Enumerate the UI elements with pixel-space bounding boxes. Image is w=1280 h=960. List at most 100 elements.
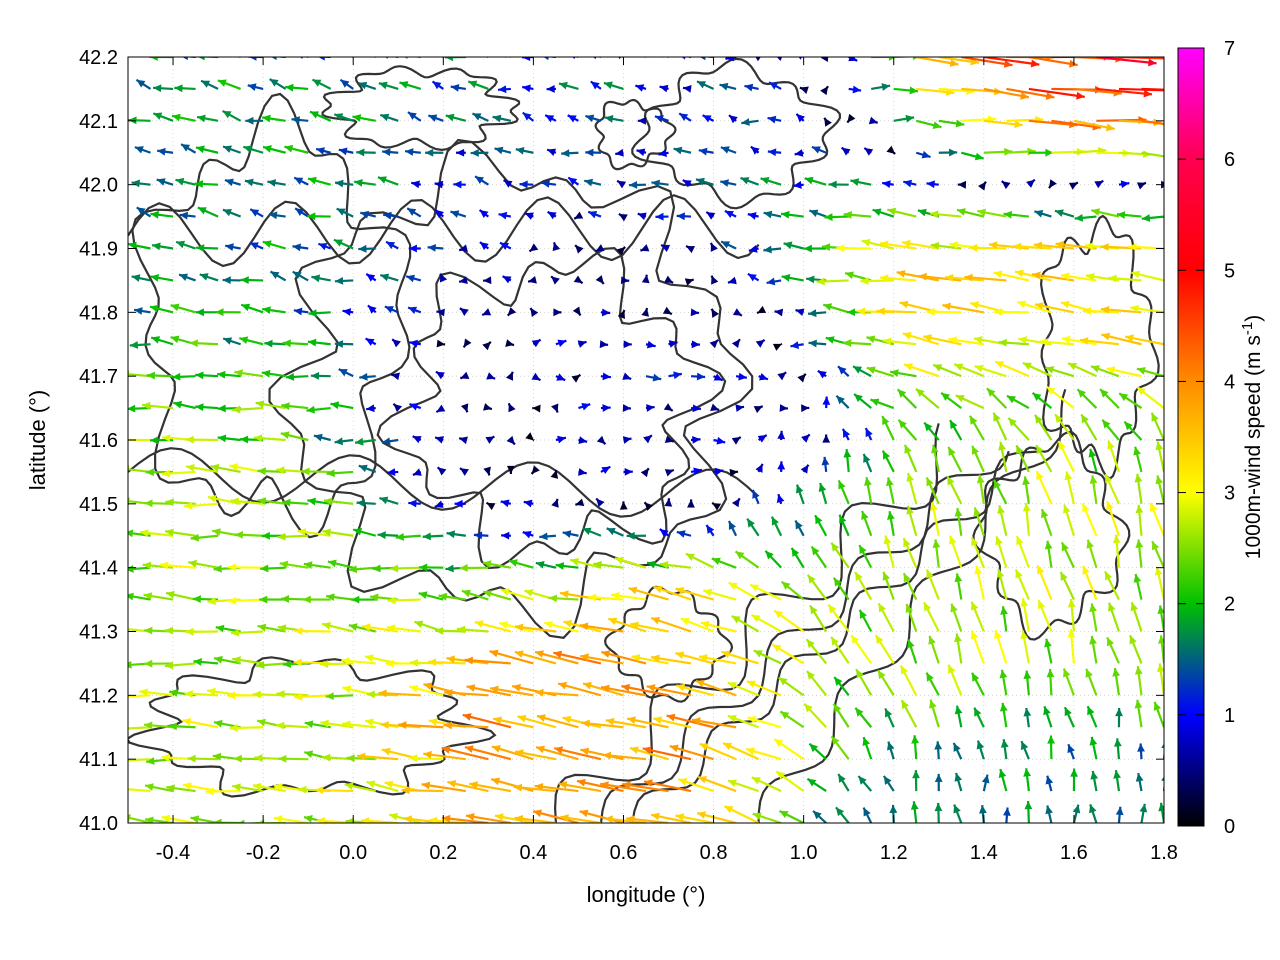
wind-vector-head (631, 49, 640, 56)
wind-vector-head (252, 690, 262, 699)
wind-vector-head (256, 661, 265, 670)
wind-vector-head (1079, 336, 1089, 345)
wind-vector-head (1090, 365, 1100, 373)
wind-vector-head (294, 177, 304, 185)
wind-vector-head (153, 112, 163, 120)
wind-vector (621, 57, 624, 58)
wind-vector-head (897, 389, 907, 398)
wind-vector-head (408, 306, 418, 315)
wind-vector-head (545, 115, 555, 123)
wind-vector-head (263, 145, 272, 153)
wind-vector-head (271, 57, 277, 61)
wind-vector-head (809, 743, 819, 753)
wind-vector-head (103, 596, 111, 604)
y-tick-label: 41.6 (79, 430, 118, 452)
wind-vector-head (486, 502, 496, 511)
wind-vector-head (799, 86, 809, 94)
wind-vector-head (728, 115, 738, 124)
wind-vector-head (1135, 504, 1144, 514)
wind-vector-head (536, 714, 546, 722)
wind-vector-head (483, 403, 492, 411)
wind-vector-head (156, 178, 166, 186)
wind-vector-head (604, 815, 613, 823)
wind-vector-head (372, 564, 381, 573)
wind-vector-head (1148, 58, 1157, 67)
wind-vector-head (696, 81, 706, 89)
wind-vector-head (436, 404, 446, 413)
wind-vector-head (128, 241, 137, 250)
terrain-contour (757, 388, 1067, 823)
wind-vector-head (145, 468, 154, 477)
wind-vector-head (506, 465, 515, 474)
wind-vector-head (250, 209, 260, 217)
wind-vector-head (626, 531, 635, 540)
wind-vector-head (338, 147, 348, 156)
colorbar-label: 1000m-wind speed (m s-1) (1239, 315, 1265, 559)
wind-vector-head (274, 783, 283, 791)
y-tick-label: 42.1 (79, 111, 118, 133)
wind-vector-head (435, 209, 444, 218)
wind-vector-head (223, 145, 232, 153)
wind-vector-head (193, 658, 202, 666)
wind-vector-head (974, 565, 982, 575)
wind-vector-head (751, 614, 761, 623)
wind-vector-head (998, 338, 1007, 347)
wind-vector-head (327, 559, 337, 568)
wind-vector-head (342, 685, 352, 694)
wind-vector-head (699, 743, 709, 751)
wind-vector-head (535, 688, 544, 697)
wind-vector-head (976, 740, 985, 750)
wind-vector-head (1119, 393, 1129, 402)
wind-vector-head (716, 436, 726, 445)
wind-vector (801, 57, 804, 58)
wind-vector-head (818, 483, 827, 492)
wind-vector-head (554, 746, 564, 754)
wind-vector-head (628, 586, 638, 595)
wind-vector-head (1089, 635, 1097, 645)
wind-vector-head (550, 470, 559, 479)
wind-vector-head (530, 308, 539, 317)
wind-vector-head (795, 520, 803, 530)
wind-vector-head (210, 463, 220, 472)
wind-vector-head (664, 435, 674, 443)
wind-vector-head (570, 558, 579, 566)
wind-vector-head (977, 208, 986, 217)
wind-vector-head (1089, 475, 1098, 484)
wind-vector-head (230, 628, 240, 637)
wind-vector-head (669, 744, 679, 753)
colorbar-tick-label: 1 (1224, 705, 1235, 727)
wind-vector-head (179, 211, 189, 220)
wind-vector-head (1046, 386, 1056, 395)
wind-vector-head (291, 116, 300, 124)
wind-vector-head (879, 240, 889, 249)
wind-vector-head (622, 404, 632, 412)
wind-vector-head (1113, 770, 1121, 779)
wind-vector-head (131, 179, 141, 188)
wind-vector-head (380, 113, 390, 122)
wind-vector-head (1027, 147, 1036, 156)
wind-vector-head (692, 717, 701, 725)
wind-vector (1141, 87, 1164, 91)
wind-vector-head (1137, 387, 1146, 396)
wind-vector-head (1020, 598, 1029, 607)
wind-vector-head (303, 561, 313, 569)
wind-vector-head (459, 244, 468, 252)
wind-vector-head (886, 145, 896, 154)
wind-vector-head (666, 713, 676, 722)
wind-vector-head (423, 682, 433, 690)
wind-vector-head (223, 337, 233, 345)
wind-vector-head (336, 208, 346, 216)
wind-vector-head (606, 528, 616, 536)
wind-vector-head (875, 635, 884, 645)
wind-vector-head (901, 700, 909, 710)
wind-vector-head (954, 633, 962, 643)
wind-vector-head (955, 395, 965, 403)
wind-vector-head (596, 498, 605, 508)
wind-vector-head (560, 590, 569, 599)
wind-vector-head (380, 273, 390, 282)
wind-vector-head (557, 435, 566, 444)
wind-vector-head (198, 57, 205, 61)
wind-vector-head (1017, 300, 1027, 309)
wind-vector-head (128, 814, 131, 822)
wind-vector-head (568, 177, 578, 186)
